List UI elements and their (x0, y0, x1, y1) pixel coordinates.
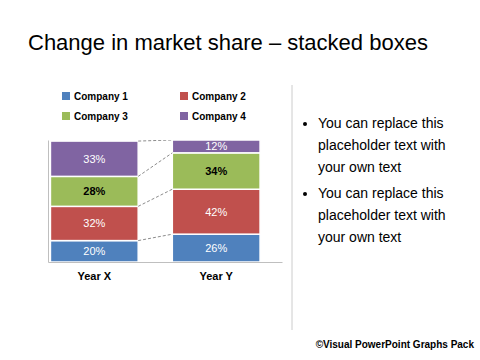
x-axis-line (49, 262, 283, 263)
data-label: 42% (205, 206, 227, 218)
bar-segment (172, 189, 260, 234)
data-labels: 20% 26% 32% 42% 28% 34% 33% 12% (83, 140, 227, 257)
data-label: 20% (83, 245, 105, 257)
bar-segment (172, 234, 260, 262)
legend-swatch (62, 112, 70, 120)
legend-swatch (180, 92, 188, 100)
x-tick: Year Y (199, 262, 233, 282)
title: Change in market share – stacked boxes (28, 30, 428, 55)
y-axis-line (48, 141, 49, 263)
x-axis: Year X Year Y (49, 262, 283, 282)
connector (138, 140, 172, 141)
bar-segment (50, 141, 138, 176)
connector (138, 153, 172, 177)
legend-label: Company 3 (74, 111, 128, 122)
divider (292, 85, 293, 330)
bullet-list: You can replace this placeholder text wi… (300, 112, 472, 252)
data-label: 34% (205, 165, 227, 177)
legend-swatch (62, 92, 70, 100)
bullet-text: You can replace this placeholder text wi… (318, 112, 472, 178)
bar-segment (50, 241, 138, 262)
bar-segment (50, 206, 138, 240)
x-tick-label: Year Y (199, 270, 233, 282)
legend-label: Company 2 (192, 91, 246, 102)
legend-label: Company 4 (192, 111, 246, 122)
legend-swatch (180, 112, 188, 120)
plot-area (50, 140, 260, 262)
data-label: 32% (83, 217, 105, 229)
chart-svg: Change in market share – stacked boxes Co… (0, 0, 480, 360)
x-tick: Year X (77, 262, 111, 282)
data-label: 28% (83, 185, 105, 197)
y-axis (48, 141, 49, 263)
bullet-text: You can replace this placeholder text wi… (318, 182, 472, 248)
legend: Company 1 Company 2 Company 3 Company 4 (62, 91, 246, 122)
bar-segment (50, 176, 138, 206)
bar-segment (172, 140, 260, 153)
data-label: 12% (205, 140, 227, 152)
footer: ©Visual PowerPoint Graphs Pack (316, 339, 475, 350)
legend-label: Company 1 (74, 91, 128, 102)
page: Change in market share – stacked boxes Co… (0, 0, 480, 360)
x-tick-label: Year X (77, 270, 111, 282)
bar-segment (172, 153, 260, 189)
connector (138, 189, 172, 206)
chart-area: Change in market share – stacked boxes Co… (0, 0, 480, 360)
connector (138, 234, 172, 240)
data-label: 26% (205, 242, 227, 254)
bullets: You can replace this placeholder text wi… (300, 112, 472, 248)
data-label: 33% (83, 153, 105, 165)
